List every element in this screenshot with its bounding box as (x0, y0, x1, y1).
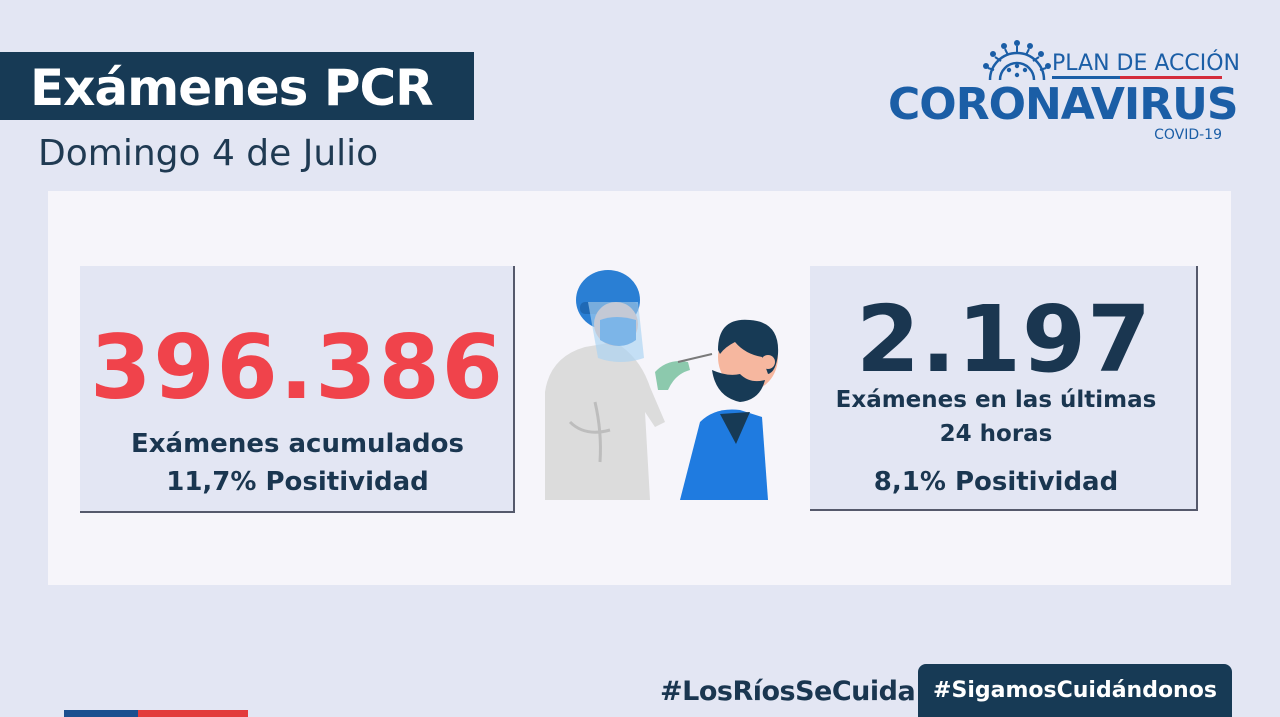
hashtag-los-rios: #LosRíosSeCuida (660, 676, 916, 707)
page-title: Exámenes PCR (30, 59, 434, 117)
title-bar (0, 52, 474, 120)
logo-underline-red (1120, 76, 1222, 79)
daily-number: 2.197 (855, 286, 1152, 393)
cumulative-positivity: 11,7% Positividad (166, 467, 429, 497)
coronavirus-logo: PLAN DE ACCIÓN CORONAVIRUS COVID-19 (886, 38, 1240, 148)
daily-positivity: 8,1% Positividad (873, 467, 1119, 497)
flag-stripe-blue (64, 710, 138, 717)
logo-underline-blue (1052, 76, 1120, 79)
daily-card (810, 266, 1198, 511)
logo-coronavirus-text: CORONAVIRUS (888, 79, 1239, 130)
pcr-test-illustration (545, 270, 779, 500)
logo-plan-text: PLAN DE ACCIÓN (1052, 51, 1241, 76)
cumulative-number: 396.386 (90, 316, 505, 419)
virus-icon (983, 40, 1051, 81)
daily-label-line1: Exámenes en las últimas (835, 387, 1157, 413)
daily-label-line2: 24 horas (939, 421, 1053, 447)
cumulative-card (80, 266, 515, 513)
hashtag-sigamos: #SigamosCuidándonos (933, 678, 1217, 703)
hashtag-box (918, 664, 1232, 717)
cumulative-label: Exámenes acumulados (131, 429, 464, 459)
flag-stripe-red (138, 710, 248, 717)
date-subtitle: Domingo 4 de Julio (38, 133, 379, 174)
logo-covid-text: COVID-19 (1154, 127, 1222, 143)
